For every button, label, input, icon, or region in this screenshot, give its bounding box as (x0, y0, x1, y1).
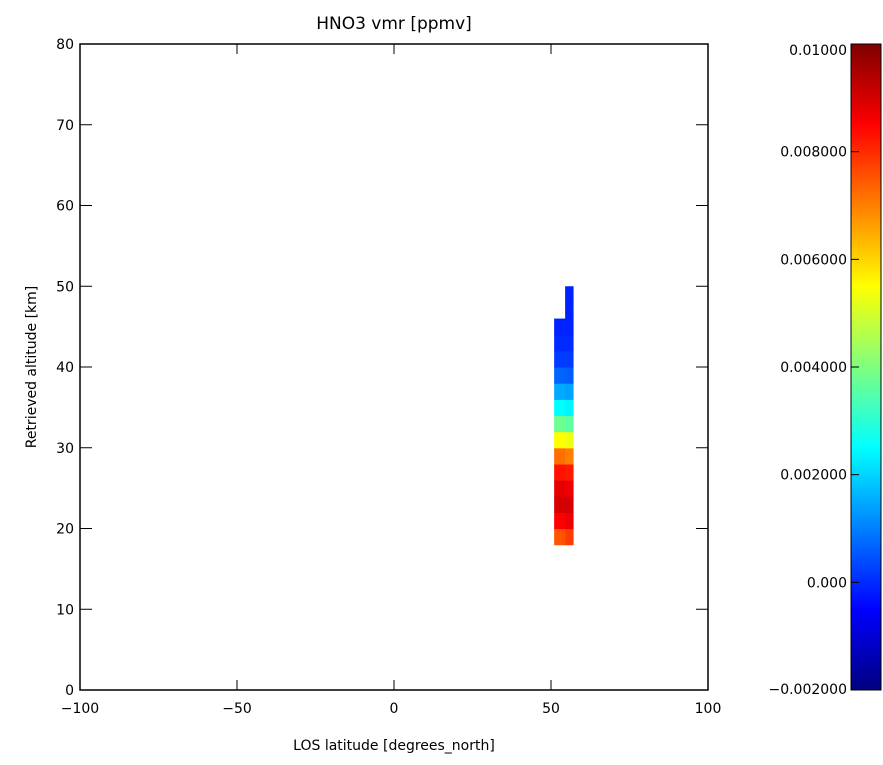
y-tick-label: 80 (56, 37, 74, 53)
heatmap-cell (554, 350, 566, 368)
heatmap-cell (554, 496, 566, 513)
heatmap-cell (565, 286, 574, 303)
heatmap-cell (554, 415, 566, 433)
colorbar-tick-label: 0.002000 (780, 468, 847, 484)
colorbar-tick-label: −0.002000 (768, 682, 847, 698)
y-tick-label: 50 (56, 279, 74, 295)
y-tick-label: 40 (56, 360, 74, 376)
colorbar-axis: −0.002000 0.000 0.002000 0.004000 0.006000 0.… (768, 43, 859, 698)
heatmap-cell (554, 431, 566, 449)
heatmap-cell (565, 447, 574, 465)
heatmap-cell (554, 512, 566, 530)
y-tick-label: 60 (56, 199, 74, 215)
x-tick-label: −100 (61, 701, 99, 717)
heatmap-cell (554, 367, 566, 384)
heatmap-cell (565, 334, 574, 352)
heatmap-cell (554, 318, 566, 336)
x-tick-label: 0 (390, 701, 399, 717)
heatmap-cell (565, 350, 574, 368)
heatmap-cell (565, 512, 574, 530)
chart-title: HNO3 vmr [ppmv] (316, 14, 472, 34)
y-tick-label: 20 (56, 522, 74, 538)
heatmap-cell (565, 528, 574, 546)
x-axis-title: LOS latitude [degrees_north] (293, 738, 495, 754)
heatmap-cell (565, 431, 574, 449)
y-tick-label: 10 (56, 602, 74, 618)
heatmap-cell (554, 383, 566, 400)
x-tick-label: 100 (695, 701, 722, 717)
heatmap-cells (554, 286, 574, 546)
y-axis-title: Retrieved altitude [km] (24, 286, 40, 449)
heatmap-cell (554, 463, 566, 481)
colorbar-tick-label: 0.006000 (780, 252, 847, 268)
y-tick-label: 30 (56, 441, 74, 457)
heatmap-cell (565, 496, 574, 513)
heatmap-cell (554, 399, 566, 417)
heatmap-cell (565, 302, 574, 320)
heatmap-cell (565, 399, 574, 417)
heatmap-cell (565, 463, 574, 481)
x-axis: −100 −50 0 50 100 (61, 44, 722, 717)
heatmap-cell (554, 480, 566, 497)
y-tick-label: 70 (56, 118, 74, 134)
heatmap-cell (554, 447, 566, 465)
heatmap-cell (565, 415, 574, 433)
heatmap-cell (554, 528, 566, 546)
x-tick-label: −50 (222, 701, 252, 717)
colorbar-tick-label: 0.01000 (789, 43, 847, 59)
colorbar-tick-label: 0.000 (807, 575, 847, 591)
heatmap-cell (565, 383, 574, 400)
heatmap-cell (554, 334, 566, 352)
colorbar-tick-label: 0.004000 (780, 360, 847, 376)
colorbar-tick-label: 0.008000 (780, 145, 847, 161)
x-tick-label: 50 (542, 701, 560, 717)
heatmap-cell (565, 480, 574, 497)
heatmap-cell (565, 318, 574, 336)
y-tick-label: 0 (65, 683, 74, 699)
y-axis: 0 10 20 30 40 50 60 70 80 (56, 37, 708, 699)
heatmap-cell (565, 367, 574, 384)
plot-frame (79, 43, 709, 691)
